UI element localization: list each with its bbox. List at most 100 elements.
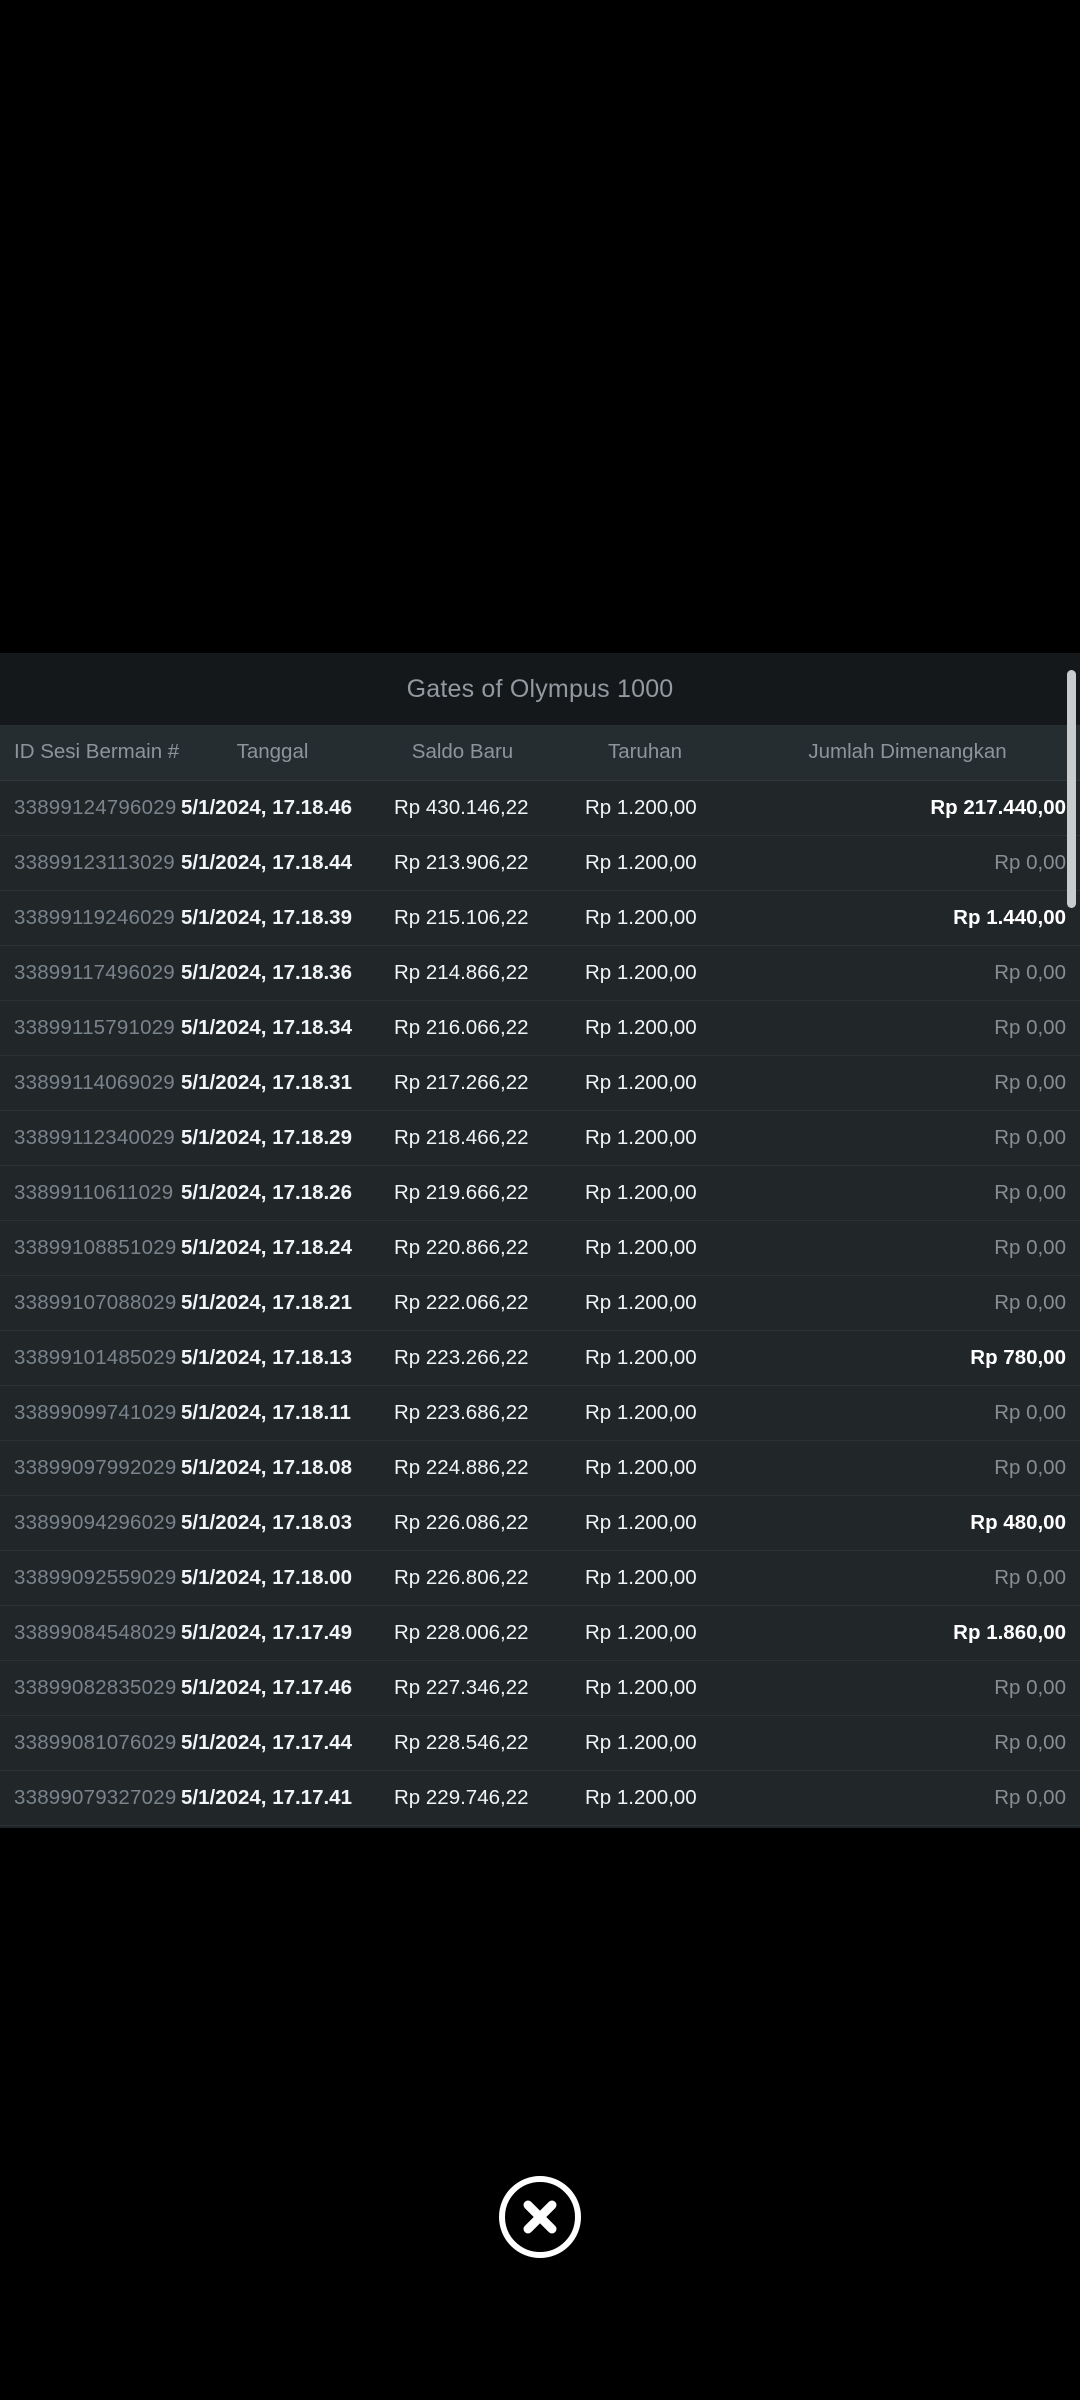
cell-date: 5/1/2024, 17.18.21 xyxy=(181,1290,352,1314)
panel-scrollbar-thumb[interactable] xyxy=(1067,670,1076,908)
table-row[interactable]: 33899081076029 5/1/2024, 17.17.44 Rp 228.5… xyxy=(0,1715,1080,1770)
panel-title: Gates of Olympus 1000 xyxy=(406,674,674,703)
close-button[interactable] xyxy=(497,2174,583,2260)
cell-date: 5/1/2024, 17.17.44 xyxy=(181,1730,352,1754)
cell-bet: Rp 1.200,00 xyxy=(585,905,697,929)
cell-win: Rp 0,00 xyxy=(994,850,1066,874)
cell-date: 5/1/2024, 17.18.13 xyxy=(181,1345,352,1369)
table-row[interactable]: 33899115791029 5/1/2024, 17.18.34 Rp 216.0… xyxy=(0,1000,1080,1055)
cell-date: 5/1/2024, 17.18.24 xyxy=(181,1235,352,1259)
cell-bet: Rp 1.200,00 xyxy=(585,1015,697,1039)
cell-bet: Rp 1.200,00 xyxy=(585,1070,697,1094)
cell-balance: Rp 229.746,22 xyxy=(394,1785,529,1809)
cell-balance: Rp 226.086,22 xyxy=(394,1510,529,1534)
cell-win: Rp 0,00 xyxy=(994,960,1066,984)
cell-bet: Rp 1.200,00 xyxy=(585,1345,697,1369)
cell-balance: Rp 214.866,22 xyxy=(394,960,529,984)
table-row[interactable]: 33899124796029 5/1/2024, 17.18.46 Rp 430.1… xyxy=(0,780,1080,835)
column-header-bet[interactable]: Taruhan xyxy=(555,725,735,781)
table-row[interactable]: 33899119246029 5/1/2024, 17.18.39 Rp 215.1… xyxy=(0,890,1080,945)
cell-session-id: 33899123113029 xyxy=(14,850,175,874)
cell-bet: Rp 1.200,00 xyxy=(585,1675,697,1699)
cell-win: Rp 0,00 xyxy=(994,1290,1066,1314)
cell-balance: Rp 220.866,22 xyxy=(394,1235,529,1259)
cell-date: 5/1/2024, 17.18.46 xyxy=(181,795,352,819)
cell-date: 5/1/2024, 17.18.34 xyxy=(181,1015,352,1039)
cell-session-id: 33899101485029 xyxy=(14,1345,177,1369)
cell-win: Rp 0,00 xyxy=(994,1235,1066,1259)
cell-bet: Rp 1.200,00 xyxy=(585,1730,697,1754)
cell-bet: Rp 1.200,00 xyxy=(585,795,697,819)
cell-session-id: 33899082835029 xyxy=(14,1675,177,1699)
cell-session-id: 33899092559029 xyxy=(14,1565,177,1589)
cell-bet: Rp 1.200,00 xyxy=(585,1565,697,1589)
column-header-date[interactable]: Tanggal xyxy=(175,725,370,781)
cell-date: 5/1/2024, 17.17.46 xyxy=(181,1675,352,1699)
cell-win: Rp 1.440,00 xyxy=(953,905,1066,929)
table-row[interactable]: 33899097992029 5/1/2024, 17.18.08 Rp 224.8… xyxy=(0,1440,1080,1495)
cell-session-id: 33899115791029 xyxy=(14,1015,175,1039)
cell-balance: Rp 222.066,22 xyxy=(394,1290,529,1314)
cell-date: 5/1/2024, 17.18.44 xyxy=(181,850,352,874)
table-row[interactable]: 33899107088029 5/1/2024, 17.18.21 Rp 222.0… xyxy=(0,1275,1080,1330)
cell-win: Rp 0,00 xyxy=(994,1180,1066,1204)
panel-scrollbar-track[interactable] xyxy=(1067,661,1078,1820)
cell-balance: Rp 218.466,22 xyxy=(394,1125,529,1149)
cell-date: 5/1/2024, 17.17.49 xyxy=(181,1620,352,1644)
cell-date: 5/1/2024, 17.18.11 xyxy=(181,1400,351,1424)
table-header-row: ID Sesi Bermain # Tanggal Saldo Baru Tar… xyxy=(0,725,1080,781)
cell-balance: Rp 217.266,22 xyxy=(394,1070,529,1094)
table-row[interactable]: 33899112340029 5/1/2024, 17.18.29 Rp 218.4… xyxy=(0,1110,1080,1165)
table-row[interactable]: 33899117496029 5/1/2024, 17.18.36 Rp 214.8… xyxy=(0,945,1080,1000)
cell-bet: Rp 1.200,00 xyxy=(585,1290,697,1314)
cell-bet: Rp 1.200,00 xyxy=(585,1400,697,1424)
cell-balance: Rp 223.266,22 xyxy=(394,1345,529,1369)
cell-date: 5/1/2024, 17.18.29 xyxy=(181,1125,352,1149)
cell-session-id: 33899117496029 xyxy=(14,960,175,984)
column-header-win[interactable]: Jumlah Dimenangkan xyxy=(735,725,1080,781)
cell-balance: Rp 219.666,22 xyxy=(394,1180,529,1204)
cell-win: Rp 0,00 xyxy=(994,1785,1066,1809)
table-row[interactable]: 33899101485029 5/1/2024, 17.18.13 Rp 223.2… xyxy=(0,1330,1080,1385)
cell-bet: Rp 1.200,00 xyxy=(585,1235,697,1259)
cell-win: Rp 480,00 xyxy=(970,1510,1066,1534)
cell-session-id: 33899124796029 xyxy=(14,795,177,819)
cell-win: Rp 780,00 xyxy=(970,1345,1066,1369)
cell-date: 5/1/2024, 17.18.36 xyxy=(181,960,352,984)
cell-session-id: 33899079327029 xyxy=(14,1785,177,1809)
table-body: 33899124796029 5/1/2024, 17.18.46 Rp 430.1… xyxy=(0,780,1080,1825)
cell-date: 5/1/2024, 17.18.26 xyxy=(181,1180,352,1204)
table-row[interactable]: 33899114069029 5/1/2024, 17.18.31 Rp 217.2… xyxy=(0,1055,1080,1110)
close-circle-icon xyxy=(499,2176,581,2258)
game-history-table: ID Sesi Bermain # Tanggal Saldo Baru Tar… xyxy=(0,725,1080,1826)
table-row[interactable]: 33899108851029 5/1/2024, 17.18.24 Rp 220.8… xyxy=(0,1220,1080,1275)
cell-session-id: 33899084548029 xyxy=(14,1620,177,1644)
cell-win: Rp 217.440,00 xyxy=(930,795,1066,819)
cell-balance: Rp 215.106,22 xyxy=(394,905,529,929)
cell-bet: Rp 1.200,00 xyxy=(585,1620,697,1644)
column-header-session-id[interactable]: ID Sesi Bermain # xyxy=(0,725,179,781)
cell-balance: Rp 224.886,22 xyxy=(394,1455,529,1479)
table-row[interactable]: 33899099741029 5/1/2024, 17.18.11 Rp 223.6… xyxy=(0,1385,1080,1440)
cell-session-id: 33899099741029 xyxy=(14,1400,177,1424)
table-row[interactable]: 33899084548029 5/1/2024, 17.17.49 Rp 228.0… xyxy=(0,1605,1080,1660)
table-row[interactable]: 33899082835029 5/1/2024, 17.17.46 Rp 227.3… xyxy=(0,1660,1080,1715)
table-row[interactable]: 33899123113029 5/1/2024, 17.18.44 Rp 213.9… xyxy=(0,835,1080,890)
cell-session-id: 33899097992029 xyxy=(14,1455,177,1479)
table-row[interactable]: 33899079327029 5/1/2024, 17.17.41 Rp 229.7… xyxy=(0,1770,1080,1825)
table-row[interactable]: 33899094296029 5/1/2024, 17.18.03 Rp 226.0… xyxy=(0,1495,1080,1550)
cell-bet: Rp 1.200,00 xyxy=(585,850,697,874)
cell-session-id: 33899107088029 xyxy=(14,1290,177,1314)
cell-session-id: 33899110611029 xyxy=(14,1180,174,1204)
cell-win: Rp 0,00 xyxy=(994,1070,1066,1094)
cell-balance: Rp 227.346,22 xyxy=(394,1675,529,1699)
game-history-panel: Gates of Olympus 1000 ID Sesi Bermain # … xyxy=(0,653,1080,1828)
column-header-balance[interactable]: Saldo Baru xyxy=(370,725,555,781)
cell-bet: Rp 1.200,00 xyxy=(585,1455,697,1479)
cell-session-id: 33899081076029 xyxy=(14,1730,177,1754)
cell-date: 5/1/2024, 17.18.39 xyxy=(181,905,352,929)
table-row[interactable]: 33899110611029 5/1/2024, 17.18.26 Rp 219.6… xyxy=(0,1165,1080,1220)
table-header: ID Sesi Bermain # Tanggal Saldo Baru Tar… xyxy=(0,725,1080,781)
table-row[interactable]: 33899092559029 5/1/2024, 17.18.00 Rp 226.8… xyxy=(0,1550,1080,1605)
